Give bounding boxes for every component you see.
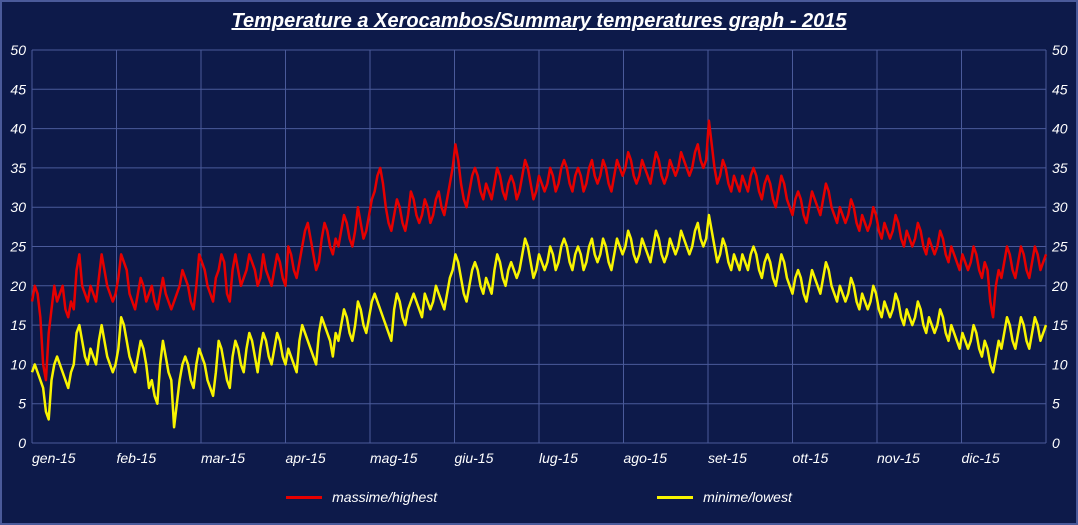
legend-label-highest: massime/highest [332, 489, 437, 505]
svg-text:45: 45 [1052, 81, 1068, 97]
svg-text:ago-15: ago-15 [624, 450, 668, 466]
legend-swatch-highest [286, 496, 322, 499]
svg-text:25: 25 [9, 239, 26, 255]
svg-text:40: 40 [10, 121, 26, 137]
svg-text:15: 15 [1052, 317, 1068, 333]
plot-area: 0055101015152020252530303535404045455050… [32, 50, 1046, 443]
svg-text:mag-15: mag-15 [370, 450, 418, 466]
svg-text:feb-15: feb-15 [117, 450, 157, 466]
svg-text:50: 50 [1052, 42, 1068, 58]
svg-text:0: 0 [1052, 435, 1060, 451]
svg-text:nov-15: nov-15 [877, 450, 920, 466]
svg-text:30: 30 [1052, 199, 1068, 215]
legend-label-lowest: minime/lowest [703, 489, 792, 505]
svg-text:35: 35 [1052, 160, 1068, 176]
svg-text:set-15: set-15 [708, 450, 747, 466]
svg-text:45: 45 [10, 81, 26, 97]
chart-svg: 0055101015152020252530303535404045455050… [32, 50, 1046, 443]
legend-item-lowest: minime/lowest [657, 489, 792, 505]
svg-text:15: 15 [10, 317, 26, 333]
svg-text:dic-15: dic-15 [962, 450, 1000, 466]
svg-text:10: 10 [10, 356, 26, 372]
legend-item-highest: massime/highest [286, 489, 437, 505]
legend: massime/highest minime/lowest [2, 489, 1076, 505]
svg-text:10: 10 [1052, 356, 1068, 372]
svg-text:30: 30 [10, 199, 26, 215]
legend-swatch-lowest [657, 496, 693, 499]
chart-title: Temperature a Xerocambos/Summary tempera… [2, 10, 1076, 33]
svg-text:25: 25 [1051, 239, 1068, 255]
svg-text:20: 20 [9, 278, 26, 294]
svg-text:apr-15: apr-15 [286, 450, 326, 466]
svg-text:ott-15: ott-15 [793, 450, 829, 466]
svg-text:giu-15: giu-15 [455, 450, 494, 466]
svg-text:50: 50 [10, 42, 26, 58]
svg-text:20: 20 [1051, 278, 1068, 294]
svg-text:gen-15: gen-15 [32, 450, 76, 466]
svg-text:5: 5 [1052, 396, 1060, 412]
svg-text:0: 0 [18, 435, 26, 451]
svg-text:lug-15: lug-15 [539, 450, 578, 466]
svg-text:40: 40 [1052, 121, 1068, 137]
chart-container: Temperature a Xerocambos/Summary tempera… [0, 0, 1078, 525]
svg-text:mar-15: mar-15 [201, 450, 245, 466]
svg-text:5: 5 [18, 396, 26, 412]
svg-text:35: 35 [10, 160, 26, 176]
